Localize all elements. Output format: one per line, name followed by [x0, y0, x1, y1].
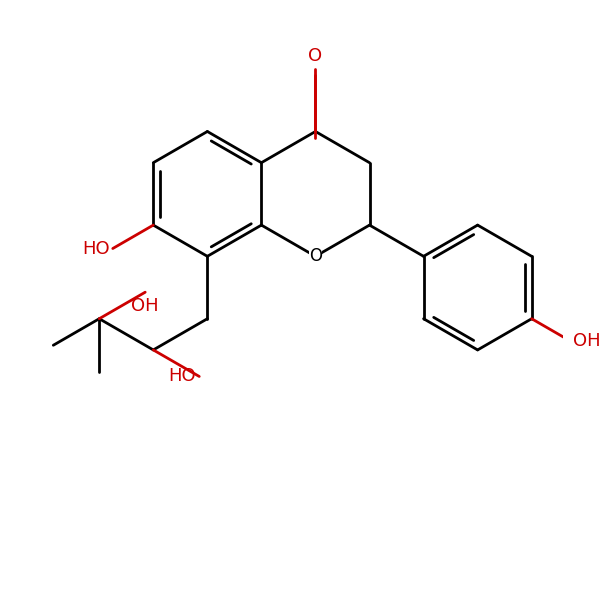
Text: O: O — [308, 47, 323, 65]
Text: OH: OH — [131, 296, 159, 314]
Text: O: O — [309, 247, 322, 265]
Text: HO: HO — [169, 367, 196, 385]
Text: HO: HO — [82, 239, 110, 257]
Text: OH: OH — [572, 332, 600, 350]
